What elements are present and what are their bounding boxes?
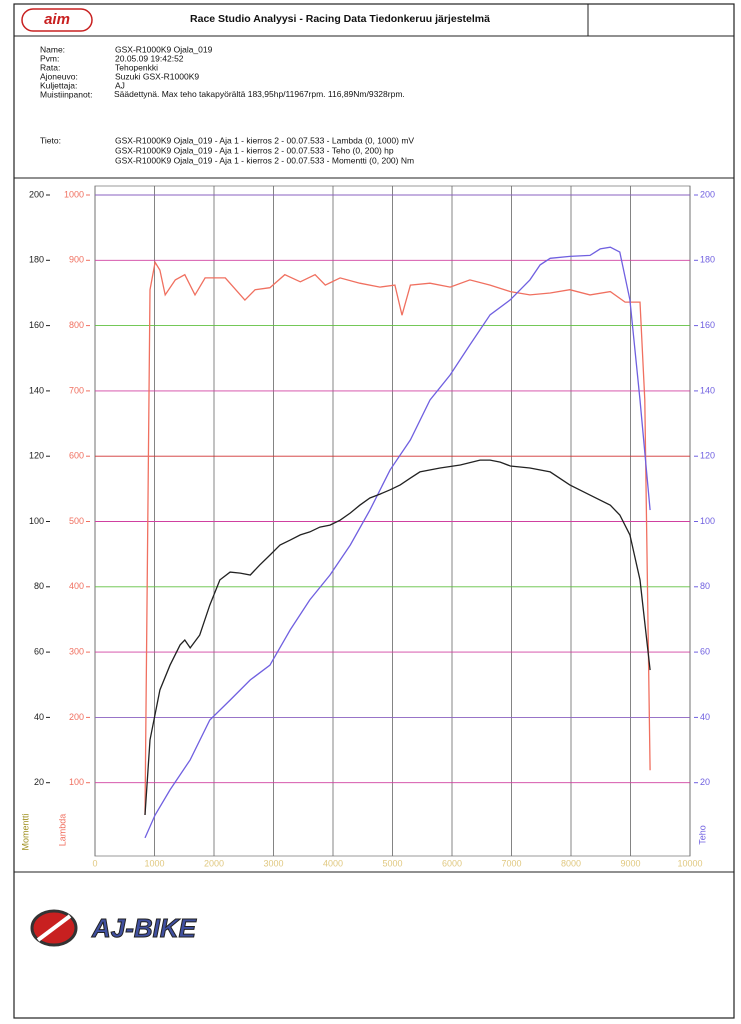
legend-entry: GSX-R1000K9 Ojala_019 - Aja 1 - kierros … [115, 145, 394, 155]
y3-tick-label: 600 [69, 451, 84, 461]
x-tick-label: 8000 [561, 858, 581, 868]
field-label: Name: [40, 44, 65, 54]
y3-axis-label: Lambda [57, 814, 67, 847]
y-tick-label: 20 [34, 777, 44, 787]
y-tick-label: 160 [29, 320, 44, 330]
y2-tick-label: 40 [700, 712, 710, 722]
x-tick-label: 9000 [620, 858, 640, 868]
y2-tick-label: 160 [700, 320, 715, 330]
y3-tick-label: 1000 [64, 189, 84, 199]
y2-tick-label: 140 [700, 385, 715, 395]
series-line [144, 459, 651, 816]
y-tick-label: 80 [34, 581, 44, 591]
y2-tick-label: 200 [700, 189, 715, 199]
field-value: AJ [115, 80, 125, 90]
y-tick-label: 60 [34, 646, 44, 656]
header-title: Race Studio Analyysi - Racing Data Tiedo… [190, 13, 490, 25]
y-tick-label: 200 [29, 189, 44, 199]
footer-logo-mark [30, 909, 78, 947]
field-value: GSX-R1000K9 Ojala_019 [115, 44, 213, 54]
y-tick-label: 100 [29, 516, 44, 526]
x-tick-label: 4000 [323, 858, 343, 868]
footer-logo: AJ-BIKE [91, 913, 197, 943]
y-axis-label: Momentti [20, 813, 30, 850]
y2-tick-label: 60 [700, 646, 710, 656]
x-tick-label: 10000 [677, 858, 702, 868]
x-tick-label: 1000 [144, 858, 164, 868]
y2-tick-label: 20 [700, 777, 710, 787]
legend-entry: GSX-R1000K9 Ojala_019 - Aja 1 - kierros … [115, 155, 414, 165]
y3-tick-label: 700 [69, 385, 84, 395]
page-border [13, 3, 735, 1019]
field-label: Pvm: [40, 53, 59, 63]
field-value: Tehopenkki [115, 62, 158, 72]
y2-tick-label: 100 [700, 516, 715, 526]
y3-tick-label: 900 [69, 255, 84, 265]
series-line [144, 246, 651, 839]
field-value: Suzuki GSX-R1000K9 [115, 71, 199, 81]
field-value: 20.05.09 19:42:52 [115, 53, 184, 63]
legend-label: Tieto: [40, 135, 61, 145]
field-value: Säädettynä. Max teho takapyörältä 183,95… [114, 90, 405, 99]
field-label: Muistiinpanot: [40, 89, 92, 99]
y3-tick-label: 300 [69, 646, 84, 656]
y2-tick-label: 120 [700, 451, 715, 461]
y-tick-label: 180 [29, 255, 44, 265]
y2-tick-label: 80 [700, 581, 710, 591]
x-tick-label: 5000 [382, 858, 402, 868]
x-tick-label: 2000 [204, 858, 224, 868]
y2-tick-label: 180 [700, 255, 715, 265]
logo-badge [21, 8, 93, 32]
y2-axis-label: Teho [697, 825, 707, 845]
x-tick-label: 3000 [263, 858, 283, 868]
y3-tick-label: 400 [69, 581, 84, 591]
legend-entry: GSX-R1000K9 Ojala_019 - Aja 1 - kierros … [115, 135, 414, 145]
x-tick-label: 0 [92, 858, 97, 868]
x-tick-label: 7000 [501, 858, 521, 868]
y3-tick-label: 800 [69, 320, 84, 330]
field-label: Rata: [40, 62, 60, 72]
y-tick-label: 40 [34, 712, 44, 722]
y3-tick-label: 100 [69, 777, 84, 787]
series-line [144, 260, 651, 815]
y-tick-label: 140 [29, 385, 44, 395]
x-tick-label: 6000 [442, 858, 462, 868]
field-notes: Säädettynä. Max teho takapyörältä 183,95… [114, 90, 405, 99]
y3-tick-label: 500 [69, 516, 84, 526]
logo-slash [36, 914, 72, 942]
y3-tick-label: 200 [69, 712, 84, 722]
y-tick-label: 120 [29, 451, 44, 461]
logo: aim [44, 11, 70, 28]
field-label: Ajoneuvo: [40, 71, 78, 81]
field-label: Kuljettaja: [40, 80, 77, 90]
